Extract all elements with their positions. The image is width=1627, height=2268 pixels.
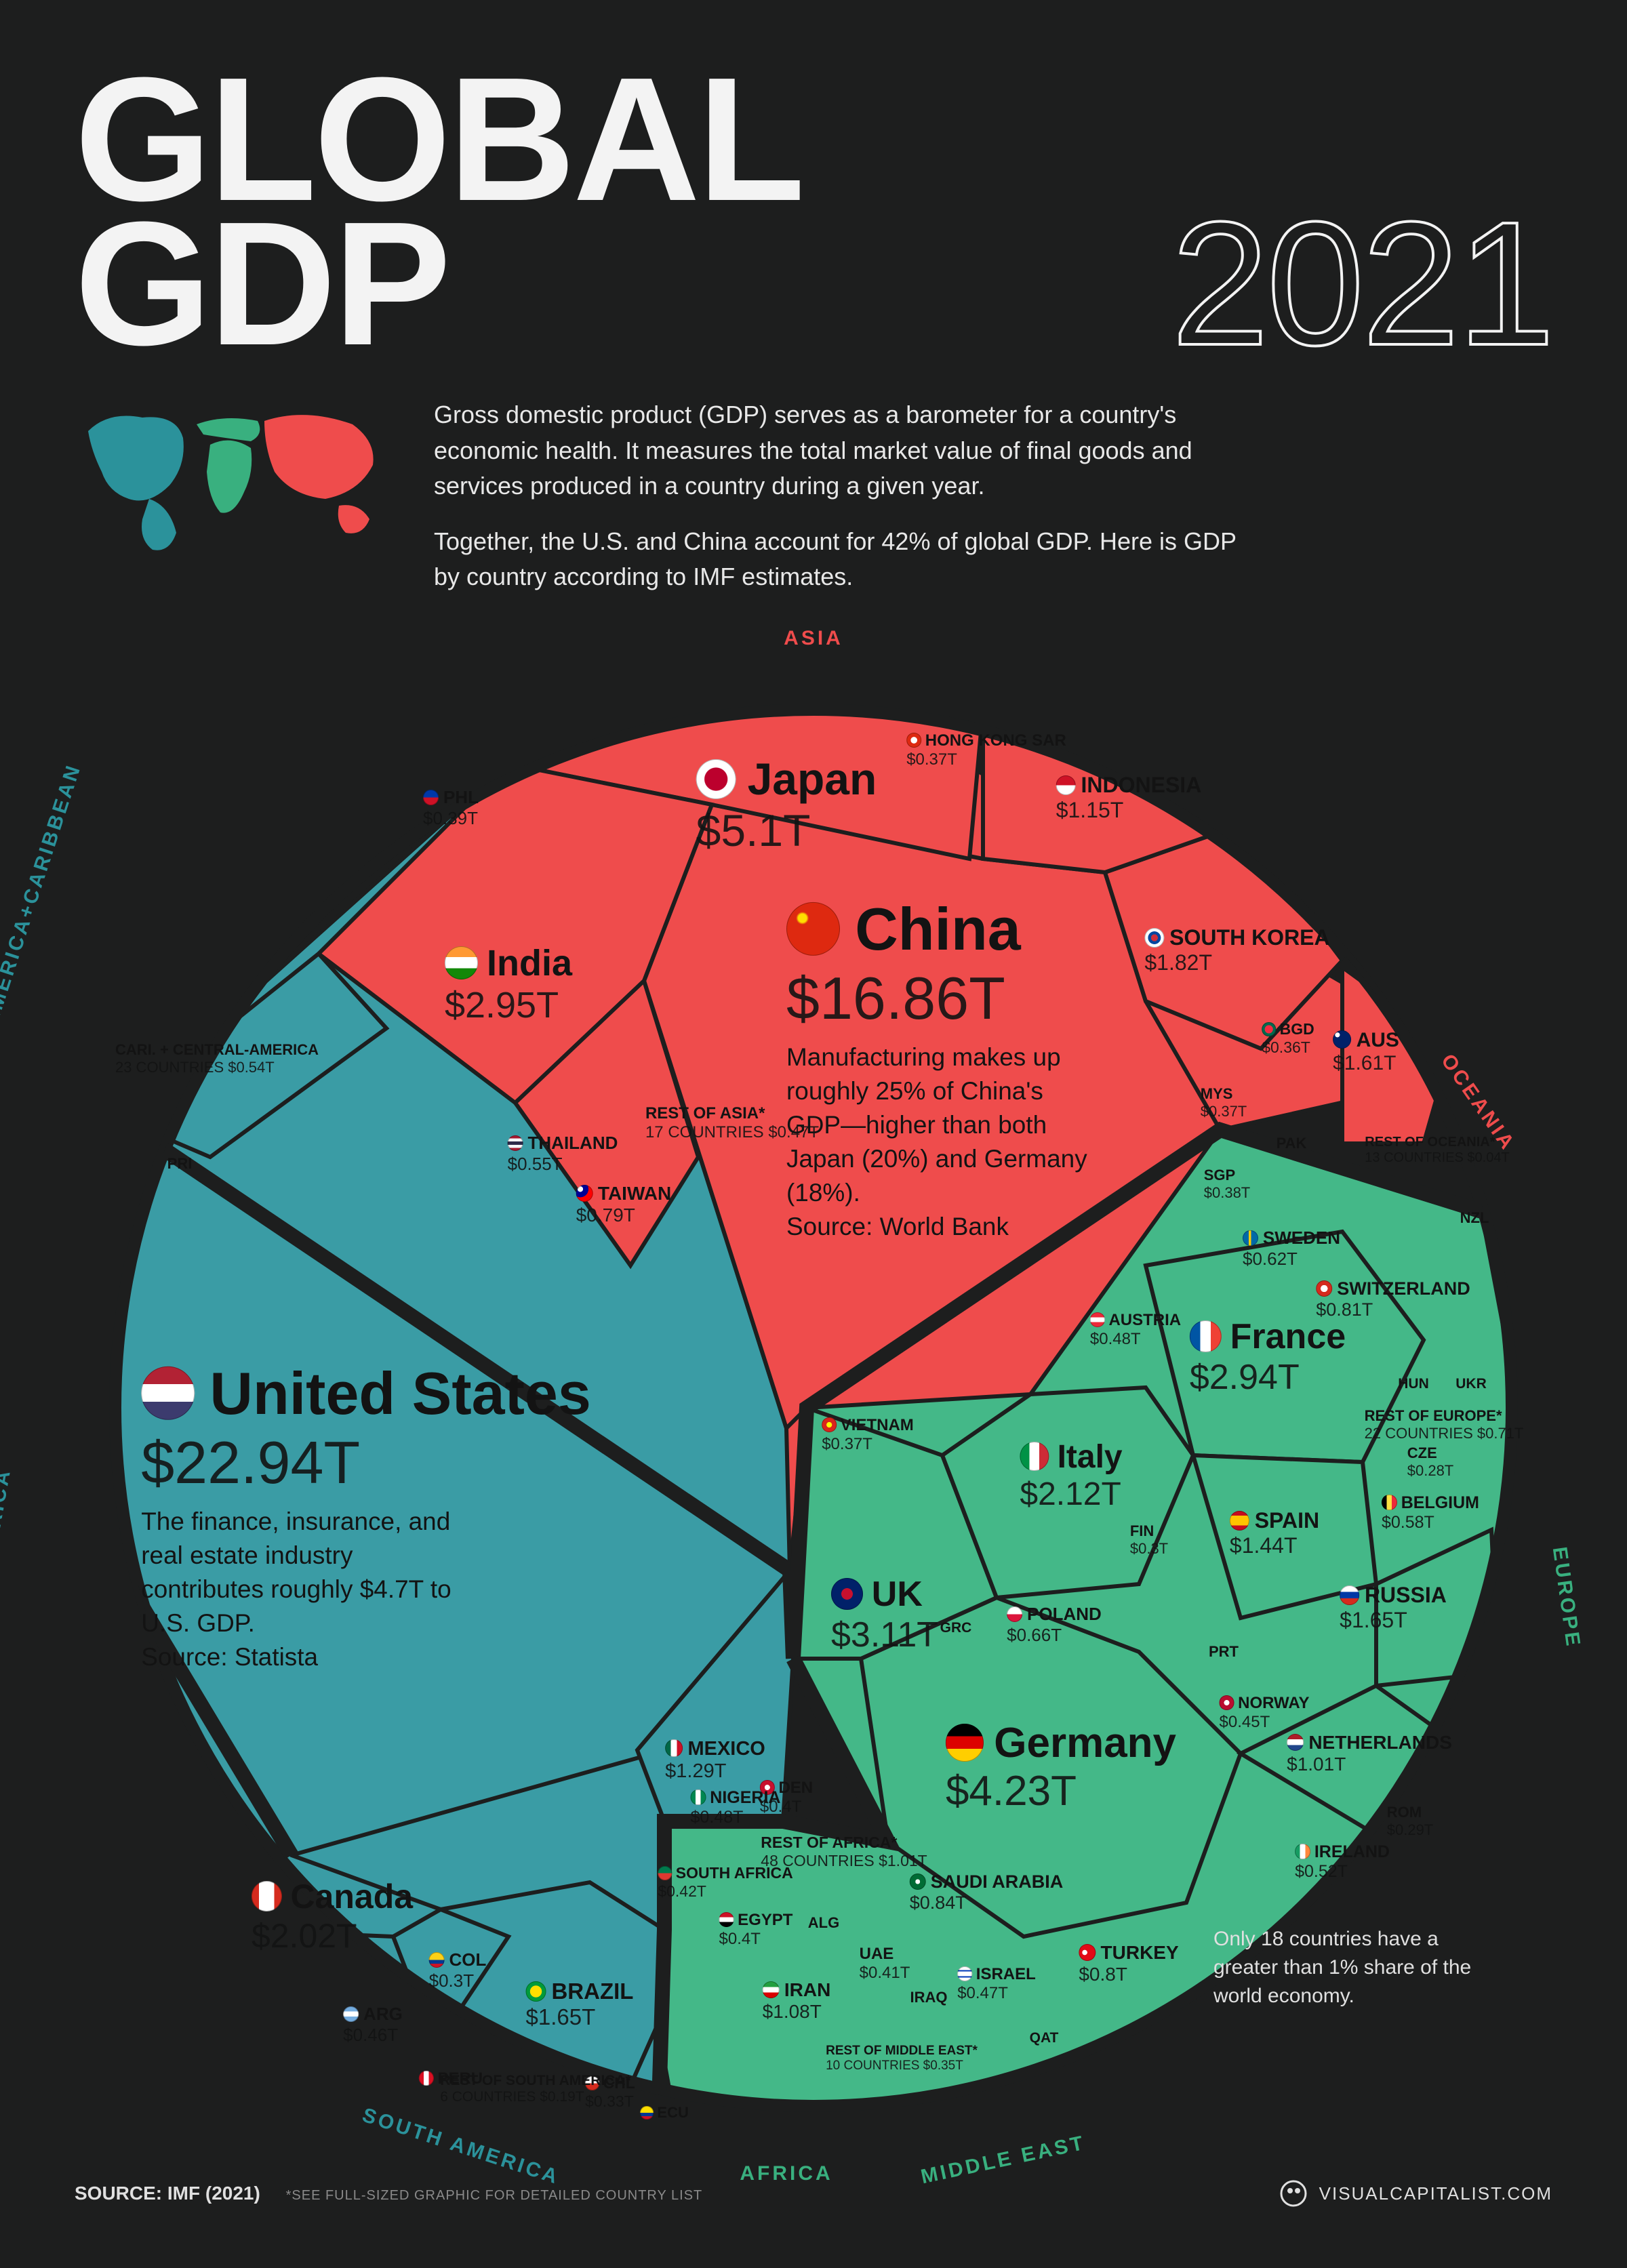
- source: SOURCE: IMF (2021): [75, 2183, 260, 2204]
- cell-label-phl: PHL$0.39T: [423, 787, 479, 829]
- cell-label-aus: AUS$1.61T: [1333, 1029, 1399, 1075]
- cell-label-ireland: IRELAND$0.52T: [1295, 1842, 1390, 1882]
- cell-label-uk: UK$3.11T: [831, 1574, 938, 1655]
- cell-label-japan: Japan$5.1T: [696, 753, 877, 856]
- cell-label-qat: QAT: [1030, 2030, 1059, 2046]
- cell-label-netherlands: NETHERLANDS$1.01T: [1287, 1732, 1452, 1775]
- cell-label-rest-of-middle-east-: REST OF MIDDLE EAST*10 COUNTRIES $0.35T: [826, 2044, 978, 2073]
- cell-label-taiwan: TAIWAN$0.79T: [576, 1183, 672, 1226]
- logo-icon: [1280, 2180, 1307, 2207]
- cell-label-canada: Canada$2.02T: [252, 1877, 413, 1956]
- cell-label-israel: ISRAEL$0.47T: [957, 1965, 1036, 2003]
- cell-label-norway: NORWAY$0.45T: [1220, 1694, 1310, 1732]
- page-title: GLOBAL GDP 2021: [75, 68, 1552, 357]
- cell-label-spain: SPAIN$1.44T: [1230, 1508, 1319, 1558]
- cell-label-indonesia: INDONESIA$1.15T: [1056, 773, 1202, 823]
- region-label-europe: EUROPE: [1548, 1545, 1585, 1650]
- cell-label-vietnam: VIETNAM$0.37T: [822, 1416, 914, 1454]
- region-label-asia: ASIA: [784, 627, 843, 650]
- world-map-icon: [75, 397, 386, 560]
- intro-row: Gross domestic product (GDP) serves as a…: [75, 397, 1552, 615]
- cell-label-russia: RUSSIA$1.65T: [1340, 1583, 1447, 1633]
- cell-label-cari-central-america: CARI. + CENTRAL-AMERICA23 COUNTRIES $0.5…: [115, 1041, 319, 1076]
- cell-label-nzl: NZL: [1460, 1209, 1489, 1227]
- cell-label-pak: PAK: [1277, 1135, 1307, 1152]
- cell-label-switzerland: SWITZERLAND$0.81T: [1316, 1278, 1470, 1320]
- cell-label-rest-of-europe-: REST OF EUROPE*22 COUNTRIES $0.71T: [1365, 1407, 1524, 1442]
- cell-label-south-korea: SOUTH KOREA$1.82T: [1144, 925, 1329, 975]
- cell-label-saudi-arabia: SAUDI ARABIA$0.84T: [910, 1871, 1064, 1913]
- cell-label-sweden: SWEDEN$0.62T: [1243, 1228, 1340, 1270]
- cell-label-hong-kong-sar: HONG KONG SAR$0.37T: [906, 731, 1066, 769]
- intro-p1: Gross domestic product (GDP) serves as a…: [434, 397, 1247, 504]
- site-credit: VISUALCAPITALIST.COM: [1280, 2180, 1552, 2207]
- cell-label-nigeria: NIGERIA$0.48T: [691, 1788, 781, 1827]
- cell-label-sgp: SGP$0.38T: [1204, 1167, 1251, 1202]
- region-label-north-america: NORTH AMERICA: [0, 1467, 16, 1675]
- cell-label-ecu: ECU: [640, 2104, 689, 2122]
- cell-label-united-states: United States$22.94TThe finance, insuran…: [141, 1359, 591, 1674]
- cell-label-france: France$2.94T: [1190, 1316, 1346, 1398]
- site-label: VISUALCAPITALIST.COM: [1319, 2183, 1552, 2204]
- cell-label-china: China$16.86TManufacturing makes up rough…: [786, 895, 1098, 1243]
- title-main: GLOBAL GDP: [75, 68, 1148, 357]
- cell-label-thailand: THAILAND$0.55T: [508, 1133, 618, 1175]
- cell-label-pri: PRI: [167, 1155, 193, 1173]
- cell-label-iraq: IRAQ: [910, 1989, 948, 2006]
- cell-label-bgd: BGD$0.36T: [1262, 1020, 1314, 1057]
- title-year: 2021: [1171, 212, 1552, 357]
- cell-label-egypt: EGYPT$0.4T: [719, 1911, 793, 1949]
- cell-label-turkey: TURKEY$0.8T: [1079, 1942, 1178, 1985]
- cell-label-alg: ALG: [808, 1914, 839, 1932]
- cell-label-austria: AUSTRIA$0.48T: [1090, 1311, 1181, 1349]
- cell-label-fin: FIN$0.3T: [1130, 1522, 1168, 1558]
- cell-label-uae: UAE$0.41T: [860, 1945, 910, 1983]
- intro-text: Gross domestic product (GDP) serves as a…: [434, 397, 1247, 615]
- cell-label-rest-of-africa-: REST OF AFRICA*48 COUNTRIES $1.01T: [761, 1834, 927, 1870]
- cell-label-belgium: BELGIUM$0.58T: [1382, 1493, 1479, 1533]
- cell-label-italy: Italy$2.12T: [1020, 1438, 1122, 1513]
- cell-label-grc: GRC: [940, 1620, 972, 1636]
- cell-label-cze: CZE$0.28T: [1407, 1444, 1454, 1480]
- cell-label-col: COL$0.3T: [429, 1949, 487, 1991]
- cell-label-rest-of-asia-: REST OF ASIA*17 COUNTRIES $0.47T: [645, 1104, 819, 1142]
- region-label-central-america-caribbean: CENTRAL AMERICA+CARIBBEAN: [0, 761, 86, 1147]
- cell-label-ukr: UKR: [1455, 1376, 1487, 1392]
- cell-label-arg: ARG$0.46T: [343, 2004, 403, 2046]
- cell-label-mexico: MEXICO$1.29T: [665, 1738, 765, 1783]
- cell-label-poland: POLAND$0.66T: [1007, 1604, 1102, 1646]
- source-note: *SEE FULL-SIZED GRAPHIC FOR DETAILED COU…: [286, 2188, 703, 2203]
- cell-label-mys: MYS$0.37T: [1201, 1085, 1247, 1120]
- cell-label-rest-of-south-america-: REST OF SOUTH AMERICA*6 COUNTRIES $0.19T: [440, 2073, 631, 2105]
- cell-label-prt: PRT: [1209, 1643, 1239, 1661]
- footer: SOURCE: IMF (2021) *SEE FULL-SIZED GRAPH…: [75, 2180, 1552, 2207]
- cell-label-india: India$2.95T: [445, 942, 572, 1026]
- cell-label-iran: IRAN$1.08T: [763, 1979, 831, 2023]
- cell-label-hun: HUN: [1398, 1376, 1429, 1392]
- cell-label-germany: Germany$4.23T: [946, 1719, 1176, 1815]
- cell-label-rom: ROM$0.29T: [1387, 1804, 1434, 1839]
- intro-p2: Together, the U.S. and China account for…: [434, 524, 1247, 594]
- cell-label-brazil: BRAZIL$1.65T: [526, 1979, 634, 2030]
- footnote: Only 18 countries have a greater than 1%…: [1213, 1925, 1498, 2010]
- cell-label-rest-of-oceania-: REST OF OCEANIA*13 COUNTRIES $0.04T: [1365, 1135, 1509, 1166]
